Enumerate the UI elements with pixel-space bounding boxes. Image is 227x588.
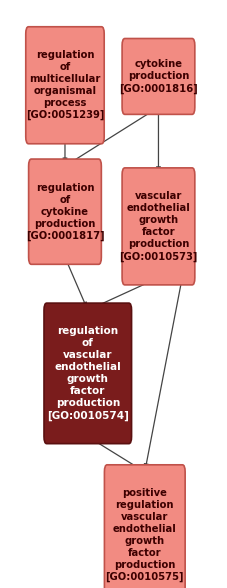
FancyBboxPatch shape [28,159,101,265]
Text: regulation
of
cytokine
production
[GO:0001817]: regulation of cytokine production [GO:00… [26,182,104,241]
Text: vascular
endothelial
growth
factor
production
[GO:0010573]: vascular endothelial growth factor produ… [119,191,197,262]
FancyBboxPatch shape [122,39,194,114]
Text: cytokine
production
[GO:0001816]: cytokine production [GO:0001816] [118,59,197,93]
FancyBboxPatch shape [104,465,184,588]
Text: positive
regulation
vascular
endothelial
growth
factor
production
[GO:0010575]: positive regulation vascular endothelial… [105,488,183,582]
Text: regulation
of
multicellular
organismal
process
[GO:0051239]: regulation of multicellular organismal p… [26,50,104,121]
FancyBboxPatch shape [44,303,131,444]
Text: regulation
of
vascular
endothelial
growth
factor
production
[GO:0010574]: regulation of vascular endothelial growt… [47,326,128,420]
FancyBboxPatch shape [26,27,104,144]
FancyBboxPatch shape [122,168,194,285]
